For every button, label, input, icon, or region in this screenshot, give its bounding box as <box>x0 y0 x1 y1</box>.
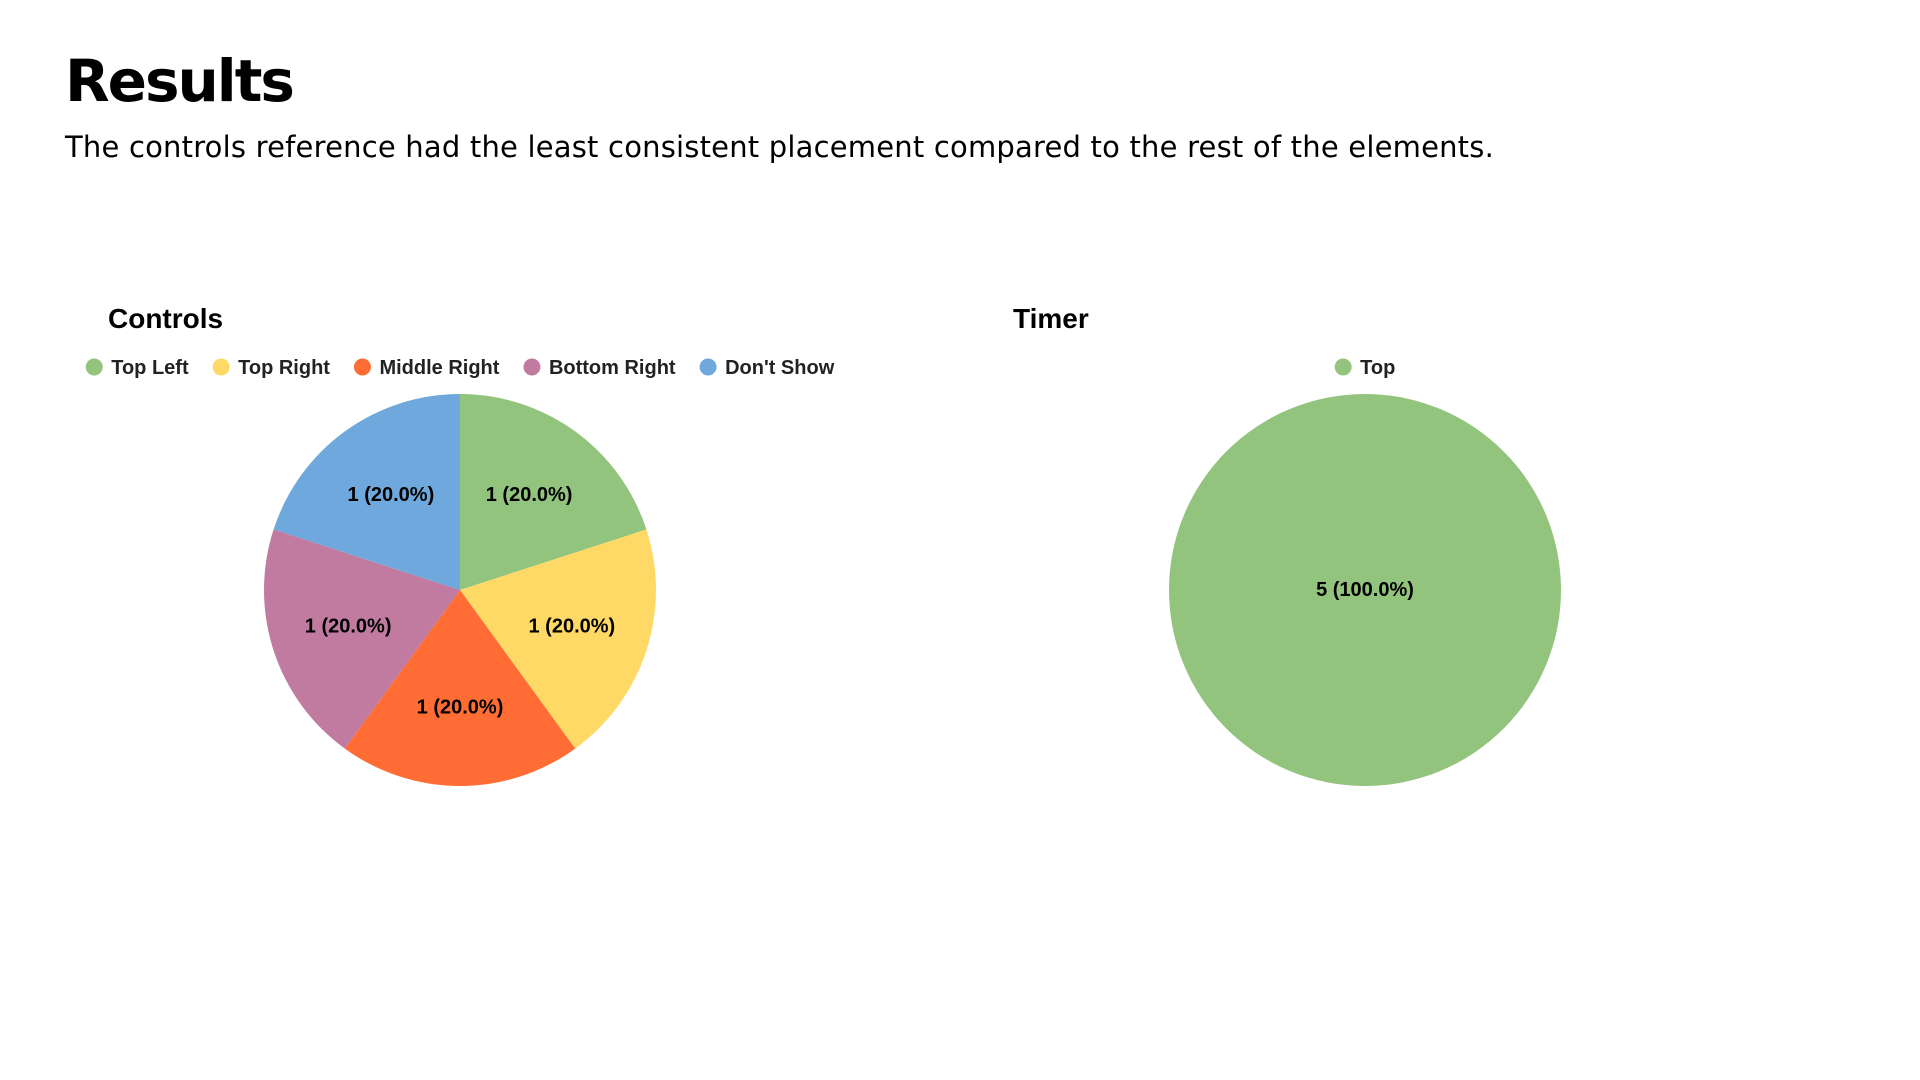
legend-dot <box>1334 358 1352 376</box>
slice-label-middle-right: 1 (20.0%) <box>417 697 504 719</box>
slice-labels: 5 (100.0%) <box>1316 579 1414 601</box>
legend-item-top-right[interactable]: Top Right <box>212 357 331 379</box>
chart-title: Controls <box>108 303 223 334</box>
page-subtitle: The controls reference had the least con… <box>65 130 1494 164</box>
legend-label: Top <box>1360 357 1395 379</box>
legend-label: Top Right <box>238 357 330 379</box>
legend-label: Middle Right <box>379 357 499 379</box>
legend-dot <box>85 358 103 376</box>
legend-dot <box>523 358 541 376</box>
page-title: Results <box>65 47 295 115</box>
pie-slice-middle-right[interactable] <box>344 590 576 786</box>
slice-label-top-left: 1 (20.0%) <box>486 484 573 506</box>
slice-labels: 1 (20.0%) 1 (20.0%) 1 (20.0%) 1 (20.0%) 1 (2… <box>305 484 615 719</box>
chart-legend: Top Left Top Right Middle Right Bottom Righ… <box>85 357 835 379</box>
legend-item-bottom-right[interactable]: Bottom Right <box>523 357 676 379</box>
legend-item-middle-right[interactable]: Middle Right <box>353 357 500 379</box>
controls-pie-chart: Controls Top Left Top Right Middle Right Bo… <box>85 303 835 786</box>
pie-slice-top-right[interactable] <box>460 529 656 749</box>
timer-chart-panel: Timer Top 5 (100.0%) <box>905 290 1825 810</box>
legend-item-top[interactable]: Top <box>1334 357 1396 379</box>
pie-slice-bottom-right[interactable] <box>264 529 460 749</box>
legend-label: Don't Show <box>725 357 835 379</box>
pie-slices <box>1169 394 1561 786</box>
legend-dot <box>699 358 717 376</box>
legend-item-don-t-show[interactable]: Don't Show <box>699 357 835 379</box>
slice-label-don-t-show: 1 (20.0%) <box>348 484 435 506</box>
pie-slice-top-left[interactable] <box>460 394 647 590</box>
legend-label: Top Left <box>111 357 189 379</box>
slice-label-top-right: 1 (20.0%) <box>528 615 615 637</box>
slice-label-top: 5 (100.0%) <box>1316 579 1414 601</box>
legend-dot <box>212 358 230 376</box>
legend-label: Bottom Right <box>549 357 676 379</box>
pie-slices <box>264 394 656 786</box>
pie-slice-top[interactable] <box>1169 394 1561 786</box>
legend-dot <box>353 358 371 376</box>
timer-pie-chart: Timer Top 5 (100.0%) <box>1013 303 1561 786</box>
pie-slice-don-t-show[interactable] <box>273 394 460 590</box>
slice-label-bottom-right: 1 (20.0%) <box>305 615 392 637</box>
chart-legend: Top <box>1334 357 1396 379</box>
chart-title: Timer <box>1013 303 1089 334</box>
legend-item-top-left[interactable]: Top Left <box>85 357 189 379</box>
controls-chart-panel: Controls Top Left Top Right Middle Right Bo… <box>0 290 920 810</box>
